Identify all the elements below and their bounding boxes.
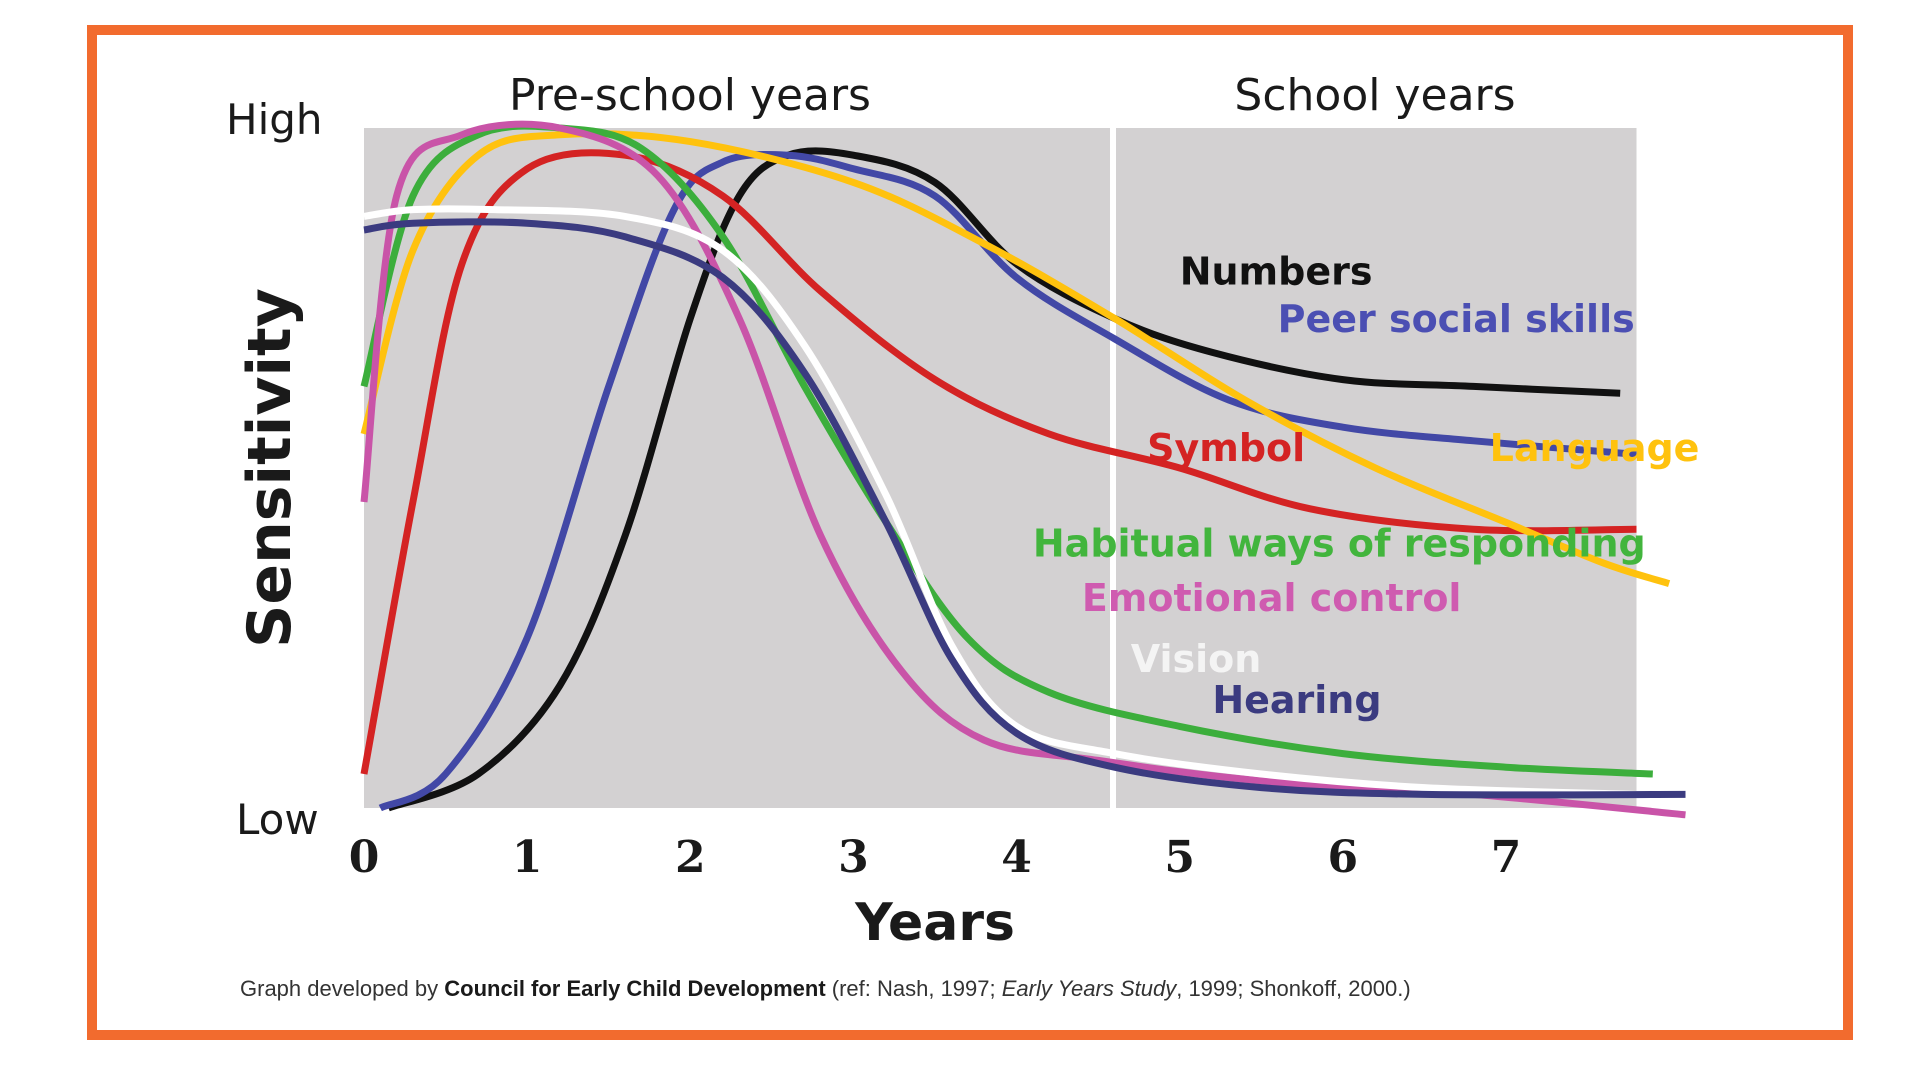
x-tick-label-3: 3 bbox=[838, 832, 869, 883]
y-low-label: Low bbox=[236, 795, 319, 844]
caption-ref-close: , 1999; Shonkoff, 2000.) bbox=[1176, 976, 1411, 1001]
x-tick-label-0: 0 bbox=[349, 832, 380, 883]
series-label-vision: Vision bbox=[1131, 637, 1262, 681]
series-line-vision bbox=[363, 205, 1637, 798]
source-caption: Graph developed by Council for Early Chi… bbox=[240, 976, 1740, 1002]
series-label-peer-social-skills: Peer social skills bbox=[1278, 297, 1635, 341]
series-label-hearing: Hearing bbox=[1212, 678, 1381, 722]
period-label-school: School years bbox=[1234, 70, 1515, 121]
x-tick-label-1: 1 bbox=[512, 832, 543, 883]
caption-study: Early Years Study bbox=[1001, 976, 1177, 1001]
x-tick-label-5: 5 bbox=[1164, 832, 1195, 883]
x-tick-label-4: 4 bbox=[1001, 832, 1032, 883]
series-line-habitual-ways-of-responding bbox=[360, 122, 1653, 778]
caption-ref-open: (ref: Nash, 1997; bbox=[825, 976, 1002, 1001]
caption-prefix: Graph developed by bbox=[240, 976, 445, 1001]
x-tick-label-2: 2 bbox=[675, 832, 706, 883]
series-line-emotional-control bbox=[360, 120, 1686, 819]
series-label-habitual-ways-of-responding: Habitual ways of responding bbox=[1033, 521, 1646, 565]
x-axis-label: Years bbox=[854, 893, 1015, 953]
series-line-numbers bbox=[387, 147, 1621, 812]
y-high-label: High bbox=[226, 95, 323, 144]
series-label-language: Language bbox=[1490, 426, 1700, 470]
x-tick-label-7: 7 bbox=[1491, 832, 1522, 883]
series-label-symbol: Symbol bbox=[1147, 426, 1305, 470]
x-tick-label-6: 6 bbox=[1328, 832, 1359, 883]
series-line-hearing bbox=[363, 218, 1686, 799]
series-line-symbol bbox=[360, 149, 1637, 775]
series-line-peer-social-skills bbox=[378, 150, 1637, 812]
period-label-preschool: Pre-school years bbox=[509, 70, 871, 121]
series-line-language bbox=[360, 130, 1671, 587]
period-divider bbox=[1110, 128, 1116, 808]
caption-org: Council for Early Child Development bbox=[444, 976, 826, 1001]
y-axis-label: Sensitivity bbox=[235, 288, 305, 648]
series-label-numbers: Numbers bbox=[1180, 249, 1373, 293]
series-label-emotional-control: Emotional control bbox=[1082, 576, 1462, 620]
